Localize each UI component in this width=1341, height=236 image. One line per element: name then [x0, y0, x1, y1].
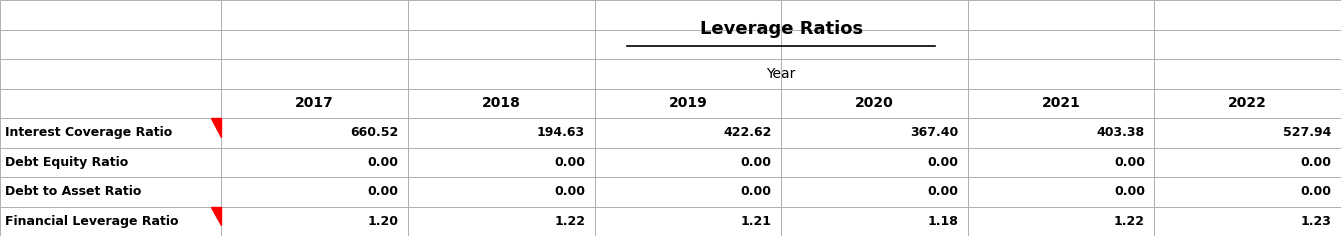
Text: 403.38: 403.38	[1097, 126, 1145, 139]
Text: 0.00: 0.00	[1301, 185, 1332, 198]
Text: 194.63: 194.63	[536, 126, 585, 139]
Text: 1.18: 1.18	[928, 215, 959, 228]
Text: Debt Equity Ratio: Debt Equity Ratio	[5, 156, 129, 169]
Text: 1.22: 1.22	[554, 215, 585, 228]
Text: 1.23: 1.23	[1301, 215, 1332, 228]
Text: 0.00: 0.00	[928, 185, 959, 198]
Text: 1.21: 1.21	[740, 215, 771, 228]
Text: 2019: 2019	[668, 96, 707, 110]
Text: Financial Leverage Ratio: Financial Leverage Ratio	[5, 215, 178, 228]
Text: Year: Year	[767, 67, 795, 81]
Text: 2021: 2021	[1042, 96, 1081, 110]
Text: 2022: 2022	[1228, 96, 1267, 110]
Text: 0.00: 0.00	[928, 156, 959, 169]
Text: 0.00: 0.00	[554, 185, 585, 198]
Text: Debt to Asset Ratio: Debt to Asset Ratio	[5, 185, 142, 198]
Text: 660.52: 660.52	[350, 126, 398, 139]
Text: 0.00: 0.00	[367, 185, 398, 198]
Text: 2020: 2020	[856, 96, 894, 110]
Text: 1.20: 1.20	[367, 215, 398, 228]
Text: Leverage Ratios: Leverage Ratios	[700, 21, 862, 38]
Polygon shape	[211, 118, 221, 137]
Text: 0.00: 0.00	[740, 185, 771, 198]
Text: 0.00: 0.00	[740, 156, 771, 169]
Text: 0.00: 0.00	[1301, 156, 1332, 169]
Text: 0.00: 0.00	[367, 156, 398, 169]
Text: 0.00: 0.00	[1114, 156, 1145, 169]
Text: 0.00: 0.00	[1114, 185, 1145, 198]
Polygon shape	[211, 206, 221, 225]
Text: 2018: 2018	[481, 96, 520, 110]
Text: Interest Coverage Ratio: Interest Coverage Ratio	[5, 126, 173, 139]
Text: 367.40: 367.40	[911, 126, 959, 139]
Text: 0.00: 0.00	[554, 156, 585, 169]
Text: 1.22: 1.22	[1114, 215, 1145, 228]
Text: 527.94: 527.94	[1283, 126, 1332, 139]
Text: 2017: 2017	[295, 96, 334, 110]
Text: 422.62: 422.62	[723, 126, 771, 139]
